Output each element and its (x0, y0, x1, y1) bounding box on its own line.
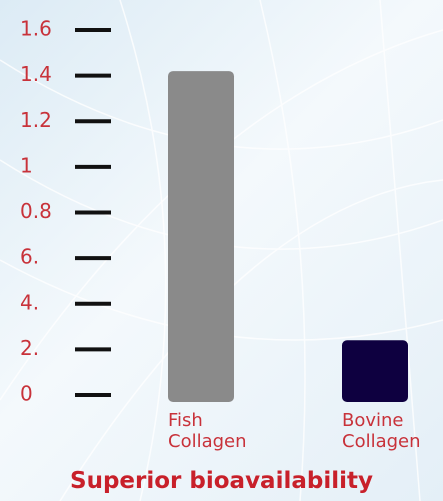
x-tick-label: Fish Collagen (168, 410, 268, 452)
y-tick-label: 4. (20, 290, 39, 314)
y-tick-label: 1.6 (20, 17, 52, 41)
y-tick-label: 1 (20, 153, 33, 177)
x-tick-label: Bovine Collagen (342, 410, 442, 452)
y-tick-label: 6. (20, 245, 39, 269)
bar (168, 71, 234, 402)
y-tick-label: 0 (20, 382, 33, 406)
y-tick-label: 1.4 (20, 62, 52, 86)
chart-title: Superior bioavailability (0, 468, 443, 494)
page: {"chart_data": {"type": "bar", "title": … (0, 0, 443, 501)
y-tick-label: 2. (20, 336, 39, 360)
bar (342, 340, 408, 402)
y-tick-label: 0.8 (20, 199, 52, 223)
y-tick-label: 1.2 (20, 108, 52, 132)
